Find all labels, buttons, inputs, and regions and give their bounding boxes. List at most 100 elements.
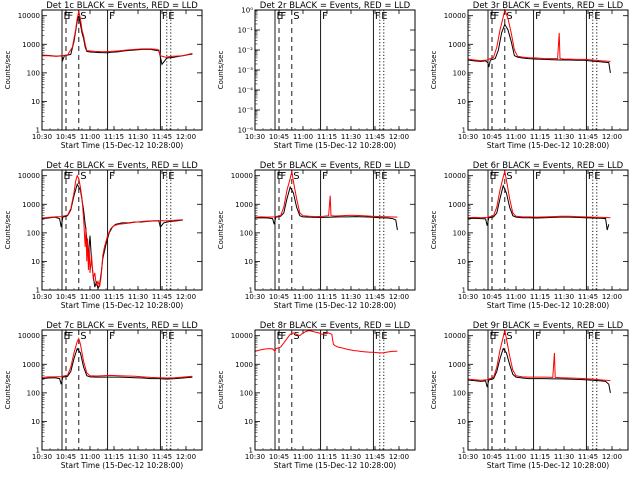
x-tick-label: 12:00: [602, 293, 622, 301]
event-marker-label: F: [588, 171, 594, 182]
x-tick-label: 10:30: [32, 133, 52, 141]
x-tick-label: 11:30: [341, 453, 361, 461]
event-marker-label: E: [168, 331, 174, 342]
event-marker-label: F: [162, 331, 168, 342]
x-tick-label: 11:30: [554, 133, 574, 141]
x-tick-label: 12:00: [389, 293, 409, 301]
series-line-events: [467, 23, 611, 73]
x-tick-label: 10:30: [458, 133, 478, 141]
y-tick-label: 10000: [444, 172, 466, 180]
event-marker-label: F: [281, 331, 287, 342]
event-marker-label: F: [162, 171, 168, 182]
x-tick-label: 10:30: [32, 453, 52, 461]
chart-title: Det 5r BLACK = Events, RED = LLD: [260, 161, 411, 171]
event-marker-label: F: [109, 171, 115, 182]
y-tick-label: 1: [36, 127, 40, 135]
event-marker-label: S: [80, 331, 86, 342]
x-tick-label: 11:15: [317, 293, 337, 301]
event-marker-label: E: [168, 171, 174, 182]
y-tick-label: 1: [462, 127, 466, 135]
y-tick-label: 10000: [231, 332, 253, 340]
y-tick-label: 1000: [235, 361, 253, 369]
x-tick-label: 12:00: [176, 133, 196, 141]
y-axis-label: Counts/sec: [430, 371, 438, 410]
x-tick-label: 11:15: [530, 453, 550, 461]
event-marker-label: F: [375, 171, 381, 182]
event-marker-label: F: [535, 171, 541, 182]
x-tick-label: 10:30: [245, 293, 265, 301]
x-tick-label: 10:45: [269, 453, 289, 461]
event-marker-label: F: [68, 331, 74, 342]
x-tick-label: 10:45: [482, 453, 502, 461]
y-tick-label: 100: [240, 229, 253, 237]
y-tick-label: 10: [31, 98, 40, 106]
event-marker-label: E: [594, 171, 600, 182]
event-marker-label: E: [277, 331, 283, 342]
x-tick-label: 10:45: [269, 293, 289, 301]
event-marker-label: E: [490, 171, 496, 182]
x-tick-label: 12:00: [389, 133, 409, 141]
x-tick-label: 11:15: [317, 453, 337, 461]
series-line-lld: [41, 337, 193, 379]
event-marker-label: S: [293, 11, 299, 22]
x-axis-label: Start Time (15-Dec-12 10:28:00): [487, 141, 609, 150]
event-marker-label: F: [322, 11, 328, 22]
y-tick-label: 10⁻⁶: [238, 127, 254, 135]
y-tick-label: 1: [462, 287, 466, 295]
event-marker-label: S: [293, 171, 299, 182]
chart-title: Det 6r BLACK = Events, RED = LLD: [473, 161, 624, 171]
x-tick-label: 11:45: [152, 293, 172, 301]
x-tick-label: 11:30: [341, 293, 361, 301]
y-tick-label: 10⁻⁴: [238, 87, 254, 95]
series-line-lld: [254, 330, 398, 354]
x-tick-label: 11:00: [293, 453, 313, 461]
x-tick-label: 10:45: [56, 133, 76, 141]
event-marker-label: E: [277, 171, 283, 182]
x-tick-label: 12:00: [176, 453, 196, 461]
plot-frame: [467, 329, 629, 451]
y-tick-label: 10000: [18, 172, 40, 180]
y-tick-label: 1: [462, 447, 466, 455]
plot-frame: [41, 9, 203, 131]
series-line-lld: [467, 8, 611, 62]
x-tick-label: 11:30: [554, 453, 574, 461]
y-tick-label: 100: [27, 389, 40, 397]
y-tick-label: 100: [453, 389, 466, 397]
y-tick-label: 10⁻²: [238, 47, 254, 55]
y-tick-label: 10: [31, 258, 40, 266]
event-marker-label: E: [64, 171, 70, 182]
x-tick-label: 11:45: [365, 293, 385, 301]
plot-frame: [254, 329, 416, 451]
event-marker-label: E: [381, 171, 387, 182]
x-tick-label: 11:00: [80, 453, 100, 461]
event-marker-label: E: [381, 11, 387, 22]
event-marker-label: F: [375, 11, 381, 22]
series-line-lld: [467, 171, 611, 219]
event-marker-label: E: [64, 331, 70, 342]
x-tick-label: 12:00: [602, 133, 622, 141]
event-marker-label: F: [281, 171, 287, 182]
series-line-events: [41, 347, 193, 385]
y-tick-label: 10⁻³: [238, 67, 254, 75]
x-tick-label: 11:45: [578, 453, 598, 461]
x-tick-label: 11:45: [578, 293, 598, 301]
x-tick-label: 11:45: [578, 133, 598, 141]
chart-title: Det 8r BLACK = Events, RED = LLD: [260, 321, 411, 331]
y-axis-label: Counts/sec: [430, 211, 438, 250]
event-marker-label: S: [80, 11, 86, 22]
x-axis-label: Start Time (15-Dec-12 10:28:00): [61, 141, 183, 150]
event-marker-label: F: [494, 11, 500, 22]
x-tick-label: 11:00: [506, 453, 526, 461]
x-axis-label: Start Time (15-Dec-12 10:28:00): [487, 301, 609, 310]
chart-panel-3: Det 3r BLACK = Events, RED = LLD Counts/s…: [430, 1, 629, 150]
y-axis-label: Counts/sec: [217, 51, 225, 90]
chart-panel-5: Det 5r BLACK = Events, RED = LLD Counts/s…: [217, 161, 416, 310]
x-tick-label: 10:30: [458, 293, 478, 301]
chart-title: Det 9r BLACK = Events, RED = LLD: [473, 321, 624, 331]
y-tick-label: 10: [244, 418, 253, 426]
y-tick-label: 1000: [448, 41, 466, 49]
plot-frame: [254, 9, 416, 131]
x-tick-label: 11:00: [293, 133, 313, 141]
x-tick-label: 10:45: [482, 293, 502, 301]
